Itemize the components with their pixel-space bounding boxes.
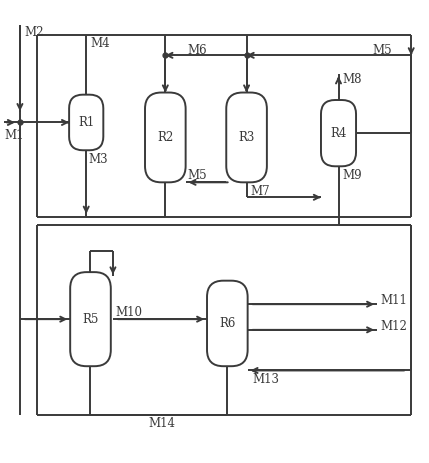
FancyBboxPatch shape	[69, 94, 103, 150]
Text: M2: M2	[24, 26, 44, 39]
Text: M14: M14	[148, 418, 175, 431]
Text: R5: R5	[82, 313, 99, 325]
Text: R6: R6	[219, 317, 236, 330]
Text: R4: R4	[330, 127, 347, 140]
FancyBboxPatch shape	[145, 93, 186, 182]
Text: M6: M6	[188, 44, 207, 56]
Text: M13: M13	[252, 373, 279, 386]
Text: M10: M10	[115, 306, 142, 319]
Text: M12: M12	[381, 320, 407, 333]
Text: R2: R2	[157, 131, 173, 144]
FancyBboxPatch shape	[70, 272, 111, 366]
Text: M5: M5	[373, 44, 393, 56]
Text: R1: R1	[78, 116, 94, 129]
Text: M8: M8	[343, 73, 362, 86]
Text: M4: M4	[91, 37, 110, 50]
Text: R3: R3	[239, 131, 255, 144]
Text: M3: M3	[88, 153, 108, 166]
Text: M1: M1	[4, 129, 24, 142]
FancyBboxPatch shape	[207, 281, 248, 366]
Text: M9: M9	[343, 169, 363, 182]
Text: M7: M7	[251, 185, 270, 198]
FancyBboxPatch shape	[226, 93, 267, 182]
FancyBboxPatch shape	[321, 100, 356, 166]
Text: M11: M11	[381, 294, 407, 307]
Text: M5: M5	[188, 169, 207, 182]
